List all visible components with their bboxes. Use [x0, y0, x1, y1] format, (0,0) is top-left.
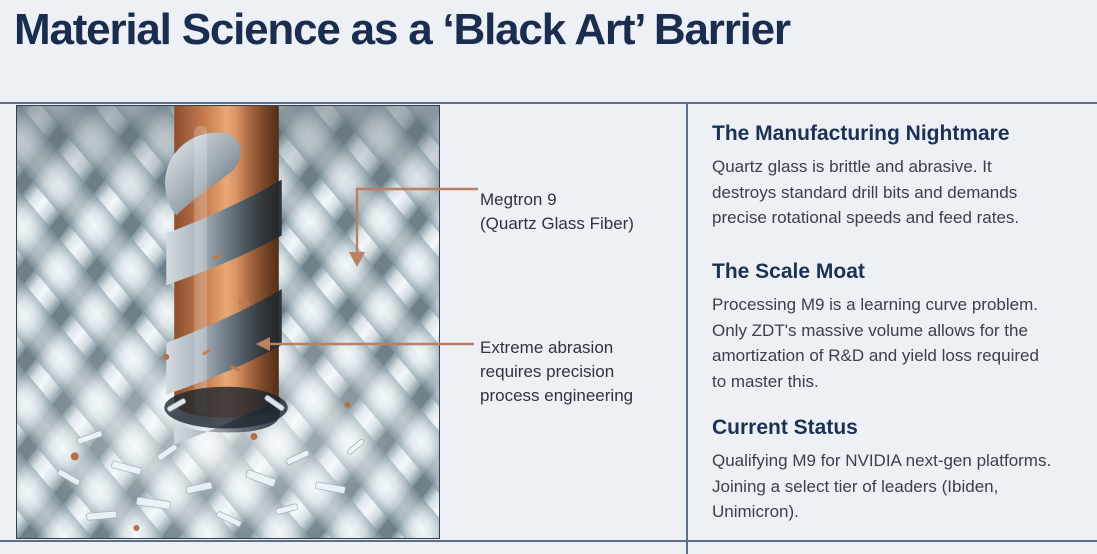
annotation-abrasion: Extreme abrasion requires precision proc… — [480, 312, 633, 408]
drill-hole-and-shards — [57, 353, 365, 532]
section-body: Processing M9 is a learning curve proble… — [712, 295, 1039, 391]
section-body: Qualifying M9 for NVIDIA next-gen platfo… — [712, 451, 1052, 521]
annotation-megtron9-label: Megtron 9 (Quartz Glass Fiber) — [480, 190, 634, 233]
section-manufacturing-nightmare: The Manufacturing Nightmare Quartz glass… — [712, 121, 1090, 231]
page-title: Material Science as a ‘Black Art’ Barrie… — [14, 5, 791, 54]
drill-bit — [165, 106, 282, 445]
copper-flecks — [202, 254, 250, 372]
copper-debris — [70, 353, 351, 532]
section-heading: The Scale Moat — [712, 260, 865, 283]
annotation-abrasion-label: Extreme abrasion requires precision proc… — [480, 338, 634, 405]
section-scale-moat: The Scale Moat Processing M9 is a learni… — [712, 259, 1090, 394]
section-current-status: Current Status Qualifying M9 for NVIDIA … — [712, 415, 1090, 525]
bottom-divider-line — [0, 540, 1097, 542]
top-divider-line — [0, 102, 1097, 104]
section-heading: Current Status — [712, 416, 858, 439]
vertical-divider-line — [686, 102, 688, 554]
section-body: Quartz glass is brittle and abrasive. It… — [712, 157, 1020, 227]
annotation-megtron9: Megtron 9 (Quartz Glass Fiber) — [480, 164, 634, 236]
section-heading: The Manufacturing Nightmare — [712, 122, 1010, 145]
drill-photo-art — [17, 106, 439, 538]
drill-photo — [16, 105, 440, 539]
